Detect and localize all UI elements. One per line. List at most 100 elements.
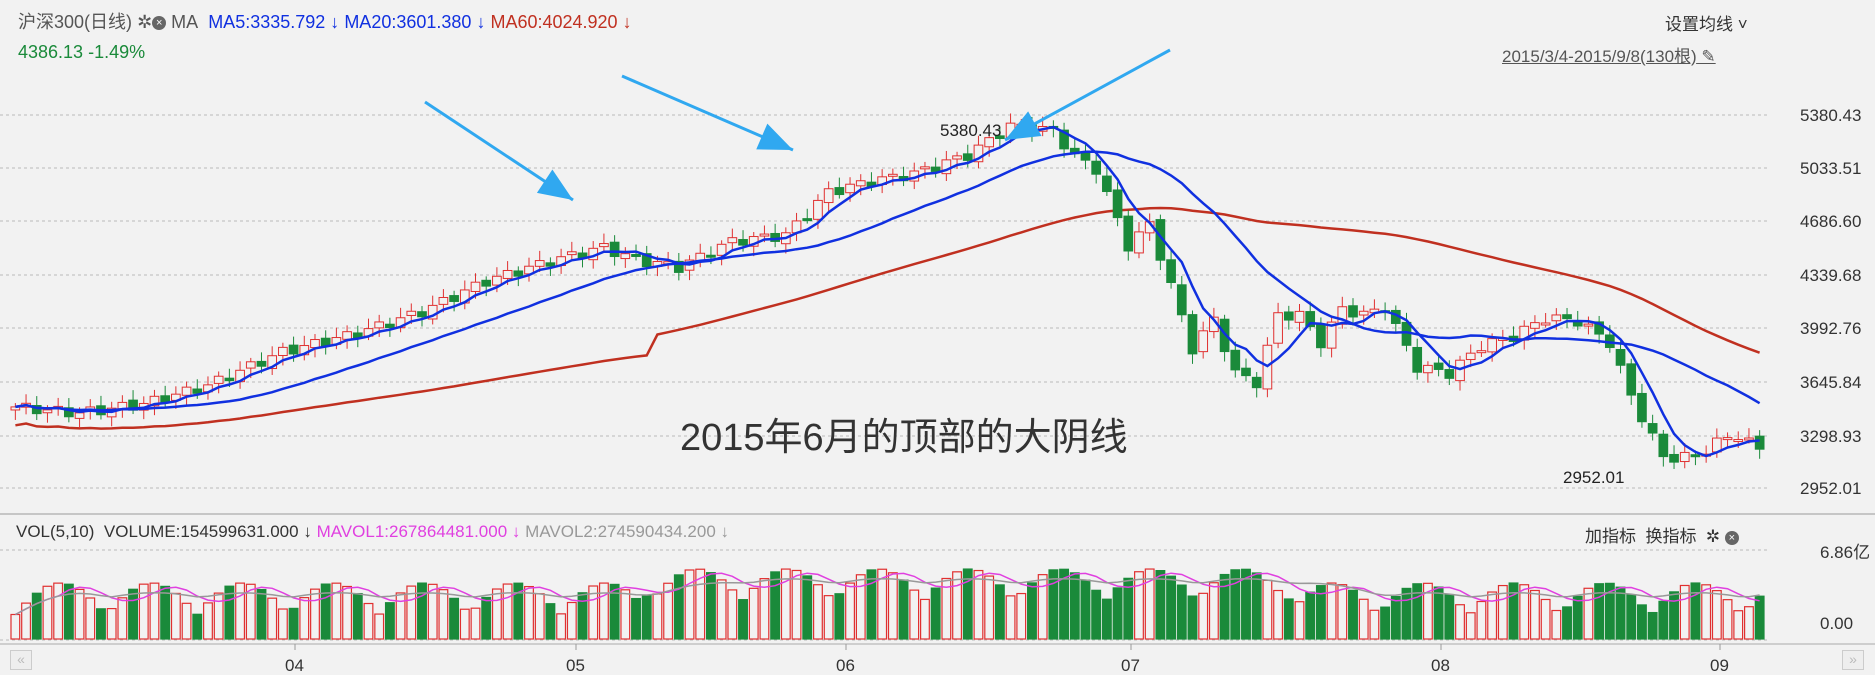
scroll-left-button[interactable]: « xyxy=(10,650,32,670)
candle-body xyxy=(1647,423,1658,434)
volume-bar xyxy=(984,575,995,640)
volume-bar xyxy=(235,582,246,640)
volume-bar xyxy=(1315,585,1326,640)
volume-bar xyxy=(459,608,470,640)
volume-bar xyxy=(1679,584,1690,640)
price-tick-label: 3298.93 xyxy=(1800,427,1861,446)
volume-bar xyxy=(631,597,641,640)
volume-bar xyxy=(1390,595,1401,640)
volume-bar xyxy=(566,601,577,640)
grid-lines xyxy=(0,114,1875,645)
symbol-label: 沪深300 xyxy=(18,12,85,32)
volume-bar xyxy=(491,588,502,640)
scroll-right-button[interactable]: » xyxy=(1842,650,1864,670)
candle-body xyxy=(149,395,160,407)
volume-value: VOLUME:154599631.000 xyxy=(103,522,299,541)
volume-bar xyxy=(1176,584,1187,640)
candle-body xyxy=(342,331,352,340)
gear-icon[interactable]: ✲ xyxy=(137,12,153,32)
volume-bar xyxy=(1701,584,1712,640)
volume-bar xyxy=(791,569,802,640)
volume-bar xyxy=(1358,598,1369,640)
volume-bar xyxy=(1658,600,1669,640)
volume-bar xyxy=(1455,604,1465,640)
candle-body xyxy=(1530,322,1540,329)
volume-bar xyxy=(267,597,278,640)
ma20-value: MA20:3601.380 xyxy=(344,12,472,32)
settings-ma-button[interactable]: 设置均线 ˅ xyxy=(1665,10,1748,35)
close-icon[interactable]: × xyxy=(152,16,167,31)
candle-body xyxy=(1294,310,1305,323)
candle-body xyxy=(599,243,609,248)
candle-body xyxy=(1198,330,1209,353)
volume-bar xyxy=(213,592,224,640)
candle-body xyxy=(1358,310,1369,316)
volume-bar xyxy=(973,569,984,640)
volume-bar xyxy=(577,592,588,640)
volume-bar xyxy=(1005,595,1016,640)
volume-bar xyxy=(812,584,823,640)
candle-body xyxy=(1679,451,1690,463)
volume-bar xyxy=(705,572,716,640)
volume-tools: 加指标 换指标 ✲ × xyxy=(1585,522,1739,547)
volume-bar xyxy=(1487,591,1498,640)
candle-body xyxy=(1733,439,1744,443)
arrow-down-icon: ↓ xyxy=(476,12,486,32)
volume-header: VOL(5,10) VOLUME:154599631.000 ↓ MAVOL1:… xyxy=(16,522,729,542)
gear-icon[interactable]: ✲ xyxy=(1705,527,1721,546)
volume-bar xyxy=(31,592,42,640)
volume-bar xyxy=(1048,569,1059,640)
volume-bar xyxy=(1251,572,1262,640)
volume-bar xyxy=(1647,611,1658,640)
candle-body xyxy=(1465,352,1476,361)
volume-tick-label: 6.86亿 xyxy=(1820,543,1870,562)
volume-bar xyxy=(1594,583,1605,640)
switch-indicator-button[interactable]: 换指标 xyxy=(1645,527,1697,546)
volume-bar xyxy=(684,569,695,640)
x-tick-label: 09 xyxy=(1710,656,1729,675)
candle-body xyxy=(631,253,641,257)
volume-bar xyxy=(10,613,21,640)
ma60-line xyxy=(15,206,1761,430)
candle-body xyxy=(673,260,684,273)
volume-bar xyxy=(1187,595,1198,640)
candle-body xyxy=(1283,311,1294,321)
ma20-line xyxy=(15,150,1761,412)
candle-body xyxy=(1487,338,1497,353)
volume-bar xyxy=(1337,584,1348,640)
close-icon[interactable]: × xyxy=(1724,530,1739,545)
volume-bar xyxy=(1230,569,1241,640)
volume-bar xyxy=(1636,604,1647,640)
candle-body xyxy=(813,199,823,220)
candle-body xyxy=(449,295,459,302)
candle-body xyxy=(823,188,834,204)
candle-body xyxy=(1744,437,1754,441)
volume-bar xyxy=(438,589,449,640)
candle-body xyxy=(267,355,278,370)
volume-bar xyxy=(406,585,417,640)
volume-bar xyxy=(727,589,738,640)
annotation-text: 2015年6月的顶部的大阴线 xyxy=(680,417,1128,459)
volume-bar xyxy=(1369,609,1380,640)
arrow-down-icon: ↓ xyxy=(720,522,730,541)
candle-body xyxy=(492,275,502,286)
range-link[interactable]: 2015/3/4-2015/9/8(130根) ✎ xyxy=(1502,42,1716,67)
candle-body xyxy=(278,346,288,357)
volume-bar xyxy=(866,569,877,640)
volume-bar xyxy=(1219,573,1230,640)
x-tick-label: 05 xyxy=(566,656,585,675)
candle-body xyxy=(181,386,192,396)
volume-bar xyxy=(1123,577,1134,640)
pin-icon[interactable]: ✎ xyxy=(1696,47,1716,66)
candle-body xyxy=(1251,376,1262,389)
volume-bar xyxy=(930,587,941,640)
volume-bar xyxy=(877,568,888,640)
add-indicator-button[interactable]: 加指标 xyxy=(1585,527,1636,546)
candle-body xyxy=(834,187,845,196)
volume-bar xyxy=(920,598,930,640)
candle-body xyxy=(1273,312,1283,344)
volume-bar xyxy=(63,583,74,640)
volume-tick-label: 0.00 xyxy=(1820,614,1853,633)
candle-body xyxy=(406,310,417,316)
mavol2-line xyxy=(15,577,1760,616)
